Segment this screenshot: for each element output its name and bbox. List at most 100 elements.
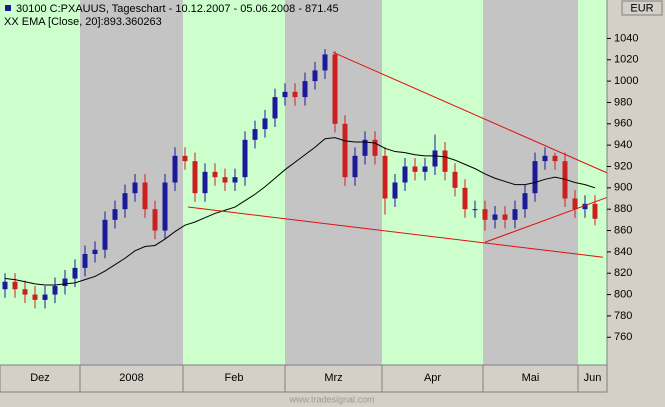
month-band [578,0,607,365]
candle-body [492,214,498,220]
candle-body [222,177,228,183]
candle-body [192,161,198,194]
y-tick-label: 900 [614,182,632,194]
candle-body [572,198,578,210]
candle-body [142,182,148,210]
candle-body [32,294,38,300]
candle-body [452,171,458,188]
ema-line [4,137,596,286]
candle-body [362,139,368,156]
candle-body [422,166,428,172]
y-tick-label: 1000 [614,75,638,87]
candle-body [412,166,418,172]
candle-body [282,91,288,98]
candle-body [352,155,358,178]
trendline [484,196,608,243]
x-tick-label: 2008 [119,372,143,384]
candle-body [462,187,468,210]
candle-body [442,150,448,172]
candle-body [72,267,78,279]
y-tick-label: 860 [614,224,632,236]
candle-body [552,155,558,162]
x-tick-label: Jun [584,372,602,384]
x-tick-label: Dez [30,372,50,384]
x-tick-label: Apr [424,372,441,384]
candle-body [542,155,548,162]
candle-body [302,81,308,98]
candle-body [312,70,318,82]
candle-body [132,182,138,194]
legend-icon [5,5,11,11]
candle-body [242,139,248,178]
candle-body [92,249,98,255]
y-tick-label: 940 [614,139,632,151]
candle-body [562,161,568,199]
candle-body [202,171,208,194]
candle-body [432,150,438,167]
candle-body [372,139,378,156]
candle-body [62,278,68,287]
x-tick-label: Feb [225,372,244,384]
candle-body [472,209,478,211]
month-band [0,0,80,365]
candle-body [112,209,118,220]
candle-body [42,294,48,300]
candle-body [292,91,298,98]
candle-body [122,193,128,210]
candle-body [272,97,278,119]
chart-title: 30100 C:PXAUUS, Tageschart - 10.12.2007 … [16,3,339,15]
candle-body [392,182,398,199]
y-tick-label: 760 [614,331,632,343]
candle-body [22,289,28,295]
candle-body [502,214,508,220]
candle-body [512,209,518,220]
watermark: www.tradesignal.com [288,394,374,404]
y-axis-panel [607,0,665,365]
y-tick-label: 880 [614,203,632,215]
y-tick-label: 920 [614,160,632,172]
candle-body [522,193,528,210]
trendline [332,51,608,174]
candle-body [342,123,348,178]
y-tick-label: 820 [614,267,632,279]
month-band [80,0,183,365]
trendline [187,206,604,258]
candle-body [592,203,598,219]
currency-box [621,0,663,16]
candle-body [382,155,388,199]
y-tick-label: 1040 [614,32,638,44]
y-tick-label: 780 [614,310,632,322]
candle-body [212,171,218,178]
candle-body [322,54,328,71]
plot-area [0,0,608,365]
candle-body [262,118,268,130]
candle-body [182,155,188,162]
candle-body [332,54,338,124]
candle-body [2,281,8,290]
candle-body [52,286,58,295]
x-tick-label: Mrz [324,372,342,384]
x-tick-label: Mai [522,372,540,384]
candle-body [152,209,158,231]
month-band [483,0,578,365]
candle-body [532,161,538,194]
candle-body [82,254,88,268]
y-tick-label: 980 [614,96,632,108]
candle-body [102,219,108,250]
month-band [382,0,483,365]
x-axis-panel [0,364,608,393]
candle-body [172,155,178,183]
candle-body [252,129,258,140]
candle-body [402,166,408,183]
y-tick-label: 1020 [614,54,638,66]
candle-body [232,177,238,183]
candle-body [582,203,588,210]
chart-subtitle: XX EMA [Close, 20]:893.360263 [4,16,162,28]
candle-body [162,182,168,231]
y-tick-label: 960 [614,118,632,130]
y-tick-label: 840 [614,246,632,258]
currency: EUR [630,2,653,14]
y-tick-label: 800 [614,288,632,300]
candle-body [12,281,18,290]
